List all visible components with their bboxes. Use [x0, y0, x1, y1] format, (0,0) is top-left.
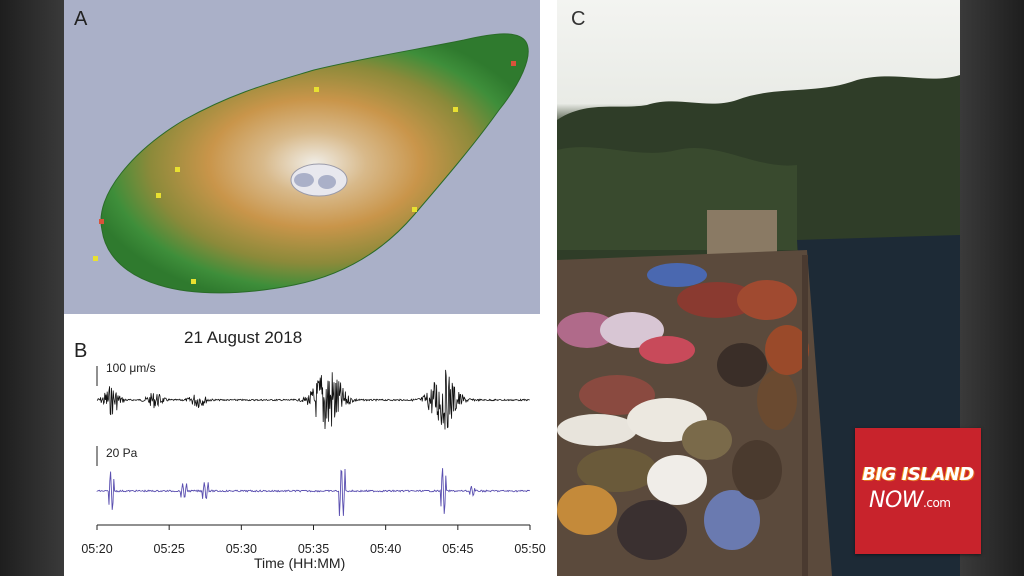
- x-tick-label: 05:40: [370, 542, 402, 556]
- x-tick-label: 05:35: [297, 542, 330, 556]
- panel-b-chart: B 21 August 2018 100 μm/s 20 Pa 05:20 05:…: [64, 316, 550, 576]
- seismic-trace: [96, 369, 530, 430]
- panel-a-letter: A: [74, 8, 88, 30]
- x-tick-label: 05:45: [442, 542, 474, 556]
- x-axis-ticks: [96, 525, 531, 530]
- logo-tld: .com: [923, 496, 951, 510]
- station-marker: [453, 107, 458, 112]
- x-tick-label: 05:50: [514, 542, 546, 556]
- station-marker-red: [99, 219, 104, 224]
- boat-rail: [802, 255, 808, 576]
- left-frame: [0, 0, 64, 576]
- x-axis-title: Time (HH:MM): [254, 555, 346, 571]
- island-shape: [100, 33, 529, 294]
- panel-c-letter: C: [571, 8, 586, 30]
- station-marker: [93, 256, 98, 261]
- infrasound-trace: [96, 468, 531, 517]
- x-tick-label: 05:25: [153, 542, 185, 556]
- island-relief-map: [93, 33, 529, 294]
- logo-line1: BIG ISLAND: [862, 464, 974, 485]
- big-island-now-logo[interactable]: BIG ISLAND NOW.com: [855, 428, 981, 554]
- seismic-scale-label: 100 μm/s: [106, 361, 156, 375]
- station-marker: [314, 87, 319, 92]
- station-marker: [156, 193, 161, 198]
- station-markers: [93, 61, 516, 284]
- x-tick-label: 05:30: [225, 542, 257, 556]
- infrasound-scale-label: 20 Pa: [106, 446, 138, 460]
- figure: A B 21 August 2018 100 μm/s 20 Pa 05:20 0…: [64, 0, 960, 576]
- station-marker-red: [511, 61, 516, 66]
- logo-line2: NOW.com: [869, 488, 951, 513]
- station-marker: [191, 279, 196, 284]
- station-marker: [412, 207, 417, 212]
- panel-b-letter: B: [74, 340, 88, 362]
- x-tick-label: 05:20: [81, 542, 113, 556]
- chart-title: 21 August 2018: [184, 328, 303, 347]
- crowd-and-luggage: [557, 263, 809, 560]
- trace-plot: [96, 366, 531, 530]
- crater-lake-west: [294, 173, 314, 187]
- station-marker: [175, 167, 180, 172]
- panel-c-photo: C: [557, 0, 960, 576]
- logo-now: NOW: [869, 488, 924, 513]
- crater-lake-east: [318, 175, 336, 189]
- panel-a-map: A: [64, 0, 540, 314]
